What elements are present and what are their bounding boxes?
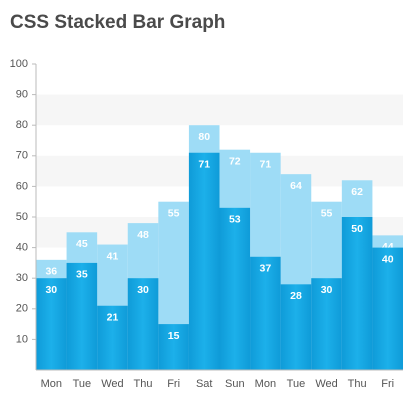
y-tick-label: 90 [16,89,28,101]
x-tick-label: Tue [73,378,92,390]
value-label: 55 [321,207,333,219]
value-label: 62 [351,186,363,198]
value-label: 15 [168,330,180,342]
x-tick-label: Mon [255,378,276,390]
value-label: 35 [76,269,88,281]
value-label: 71 [260,159,272,171]
value-label: 21 [107,312,119,324]
bar [341,217,373,370]
y-tick-label: 40 [16,242,28,254]
chart-title: CSS Stacked Bar Graph [10,12,225,33]
bar [219,207,251,370]
value-label: 40 [382,253,394,265]
bar [36,278,67,370]
x-tick-label: Wed [315,378,337,390]
bar [188,152,220,370]
value-label: 48 [137,229,149,241]
x-tick-label: Mon [41,378,62,390]
bar [311,278,342,370]
x-tick-label: Wed [101,378,123,390]
bar [158,324,189,370]
value-label: 55 [168,207,180,219]
y-tick-label: 80 [16,119,28,131]
value-label: 72 [229,155,241,167]
bar [372,247,403,370]
x-tick-label: Thu [348,378,367,390]
bar [97,305,128,370]
value-label: 41 [107,250,119,262]
x-tick-label: Fri [381,378,394,390]
y-tick-label: 50 [16,211,28,223]
x-tick-label: Sat [196,378,213,390]
y-tick-label: 30 [16,272,28,284]
value-label: 80 [198,131,210,143]
x-tick-label: Thu [134,378,153,390]
value-label: 30 [45,284,57,296]
value-label: 36 [45,266,57,278]
bar [280,284,312,370]
y-tick-label: 10 [16,333,28,345]
grid-band [36,94,403,126]
y-tick-label: 100 [10,58,28,70]
value-label: 28 [290,290,302,302]
y-tick-label: 70 [16,150,28,162]
y-tick-label: 20 [16,303,28,315]
value-label: 64 [290,180,302,192]
bar [127,278,159,370]
value-label: 45 [76,238,88,250]
value-label: 30 [321,284,333,296]
x-tick-label: Tue [287,378,306,390]
x-tick-label: Fri [167,378,180,390]
x-tick-label: Sun [225,378,245,390]
value-label: 50 [351,223,363,235]
value-label: 44 [382,241,394,253]
y-tick-label: 60 [16,180,28,192]
value-label: 53 [229,214,241,226]
value-label: 30 [137,284,149,296]
bar [250,256,281,370]
value-label: 37 [260,263,272,275]
bar [66,262,98,370]
value-label: 71 [198,159,210,171]
